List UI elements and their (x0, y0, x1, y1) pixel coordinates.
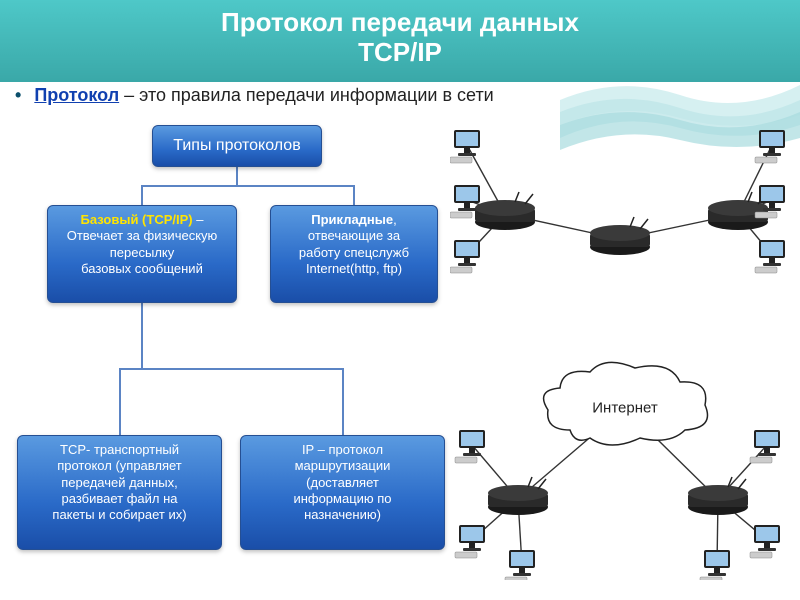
connector (141, 368, 344, 370)
network-diagram: Интернет (450, 130, 790, 580)
connector (119, 368, 144, 370)
header-line2: TCP/IP (0, 38, 800, 68)
protocol-types-flowchart: Типы протоколов Базовый (TCP/IP) –Отвечае… (12, 125, 447, 585)
connector (141, 303, 143, 369)
node-app: Прикладные,отвечающие заработу спецслужб… (270, 205, 438, 303)
bullet-dot: • (15, 85, 21, 105)
connector (141, 185, 238, 187)
connector (353, 186, 355, 205)
connector (236, 185, 355, 187)
connector (119, 369, 121, 435)
definition-text: – это правила передачи информации в сети (119, 85, 494, 105)
connector (141, 186, 143, 205)
node-tcp: TCP- транспортныйпротокол (управляетпере… (17, 435, 222, 550)
header-line1: Протокол передачи данных (221, 7, 579, 37)
definition-bullet: • Протокол – это правила передачи информ… (15, 85, 785, 106)
node-ip: IP – протоколмаршрутизации(доставляетинф… (240, 435, 445, 550)
svg-text:Интернет: Интернет (592, 400, 658, 417)
connector (342, 369, 344, 435)
connector (236, 167, 238, 186)
node-root: Типы протоколов (152, 125, 322, 167)
node-base: Базовый (TCP/IP) –Отвечает за физическую… (47, 205, 237, 303)
term-protocol: Протокол (34, 85, 119, 105)
